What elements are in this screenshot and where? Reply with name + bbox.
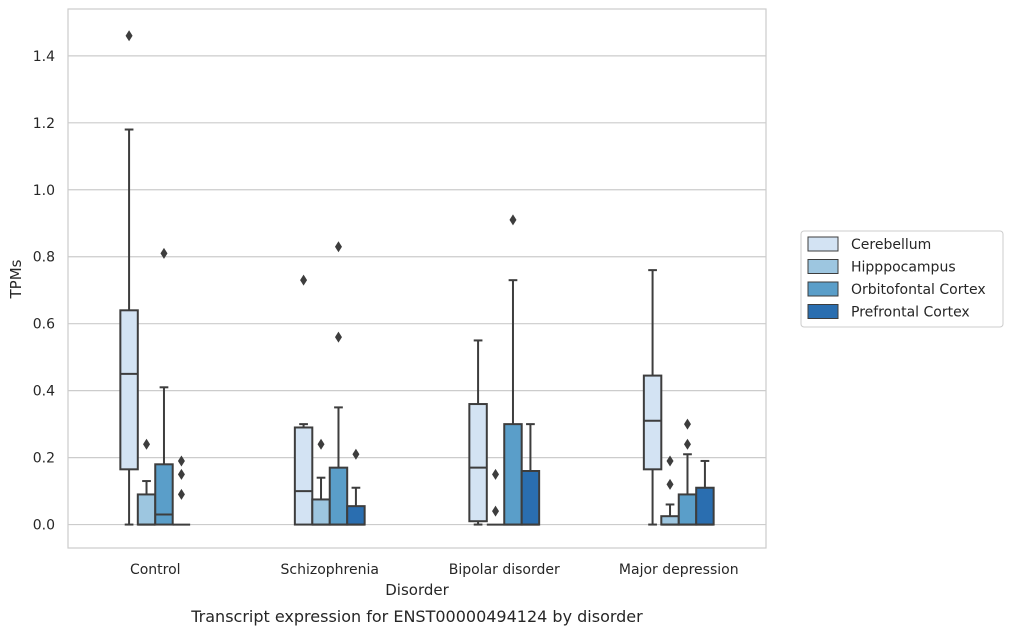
outlier-point xyxy=(683,418,691,430)
box xyxy=(468,403,488,523)
box-0-3 xyxy=(642,269,663,526)
x-tick-label: Control xyxy=(130,562,181,578)
legend-label: Prefrontal Cortex xyxy=(851,305,970,321)
box-0-2 xyxy=(468,339,488,526)
y-axis-label: TPMs xyxy=(7,259,25,299)
box-2-3 xyxy=(677,418,698,526)
legend-swatch xyxy=(807,281,839,297)
x-axis-label: Disorder xyxy=(385,581,449,599)
x-tick-label: Schizophrenia xyxy=(281,562,379,578)
plot-frame xyxy=(67,8,767,549)
box xyxy=(520,470,541,526)
y-tick-label: 0.8 xyxy=(33,250,55,266)
legend-label: Orbitofontal Cortex xyxy=(851,282,986,298)
y-tick-label: 0.2 xyxy=(33,451,55,467)
outlier-point xyxy=(160,247,168,259)
box-1-0 xyxy=(136,438,157,526)
outlier-point xyxy=(683,438,691,450)
x-tick-label: Bipolar disorder xyxy=(449,562,560,578)
box xyxy=(677,493,698,526)
outlier-point xyxy=(352,448,360,460)
legend-frame xyxy=(800,230,1004,328)
box xyxy=(503,423,523,526)
box-1-3 xyxy=(660,455,680,526)
grid-lines xyxy=(68,55,766,526)
legend-label: Cerebellum xyxy=(851,237,931,253)
y-axis-ticks: 0.0 0.2 0.4 0.6 0.8 1.0 1.2 1.4 xyxy=(33,49,55,534)
box xyxy=(136,493,157,526)
box xyxy=(660,515,680,526)
outlier-point xyxy=(177,455,185,467)
legend-swatch xyxy=(807,259,839,274)
outlier-point xyxy=(125,30,133,42)
outlier-point xyxy=(492,505,500,517)
outlier-point xyxy=(177,468,185,480)
box xyxy=(119,309,139,471)
box-0-0 xyxy=(119,30,139,526)
y-tick-label: 0.6 xyxy=(33,317,55,333)
box-layer xyxy=(119,30,715,526)
outlier-point xyxy=(666,478,674,490)
box xyxy=(311,498,331,526)
outlier-point xyxy=(177,488,185,500)
outlier-point xyxy=(334,331,342,343)
x-axis-ticks: Control Schizophrenia Bipolar disorder Majo… xyxy=(130,562,739,578)
box-2-0 xyxy=(154,247,174,526)
outlier-point xyxy=(666,455,674,467)
box-2-1 xyxy=(328,241,349,526)
x-tick-label: Major depression xyxy=(619,562,739,578)
box-0-1 xyxy=(293,274,314,526)
outlier-point xyxy=(300,274,308,286)
box xyxy=(642,374,663,471)
outlier-point xyxy=(334,241,342,253)
box xyxy=(695,486,715,526)
figure-caption: Transcript expression for ENST0000049412… xyxy=(190,607,643,626)
box-1-1 xyxy=(311,438,331,526)
legend: Cerebellum Hipppocampus Orbitofontal Corte… xyxy=(800,230,1004,328)
legend-label: Hipppocampus xyxy=(851,260,956,276)
outlier-point xyxy=(492,468,500,480)
box-3-3 xyxy=(695,459,715,526)
outlier-point xyxy=(317,438,325,450)
outlier-point xyxy=(509,214,517,226)
box xyxy=(293,426,314,526)
legend-swatch xyxy=(807,236,839,252)
legend-swatch xyxy=(807,304,839,319)
box-3-2 xyxy=(520,423,541,526)
y-tick-label: 1.4 xyxy=(33,49,55,65)
box xyxy=(154,463,174,526)
box xyxy=(346,505,366,526)
y-tick-label: 1.2 xyxy=(33,116,55,132)
box-1-2 xyxy=(486,468,505,526)
outlier-point xyxy=(143,438,151,450)
box-2-2 xyxy=(503,214,523,526)
legend-items: Cerebellum Hipppocampus Orbitofontal Corte… xyxy=(807,236,986,321)
box xyxy=(328,466,349,526)
box-3-1 xyxy=(346,448,366,526)
y-tick-label: 0.4 xyxy=(33,384,55,400)
y-tick-label: 0.0 xyxy=(33,518,55,534)
box-3-0 xyxy=(172,455,191,526)
y-tick-label: 1.0 xyxy=(33,183,55,199)
